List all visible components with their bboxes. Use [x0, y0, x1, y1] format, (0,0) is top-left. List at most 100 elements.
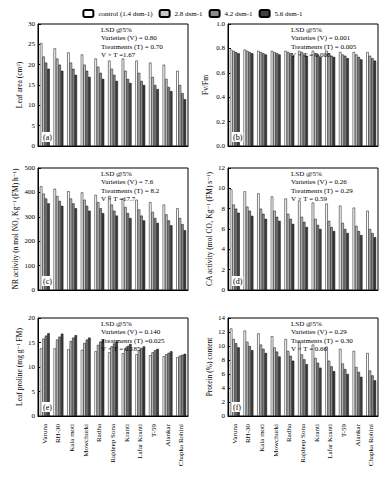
svg-text:Alankar: Alankar [354, 423, 362, 446]
svg-text:8: 8 [222, 356, 226, 364]
svg-text:V × T = 0.006: V × T = 0.006 [291, 51, 331, 59]
svg-text:Rajdeep Sona: Rajdeep Sona [109, 423, 117, 463]
svg-text:Chapka Rohini: Chapka Rohini [177, 424, 185, 466]
svg-text:Treatments (T) = 8.2: Treatments (T) = 8.2 [101, 187, 160, 195]
svg-text:Leaf area (cm²): Leaf area (cm²) [15, 61, 24, 108]
svg-text:0: 0 [222, 412, 226, 420]
svg-text:Varuna: Varuna [41, 423, 49, 444]
svg-text:0: 0 [32, 286, 36, 294]
svg-text:control (1.4 dsm-1): control (1.4 dsm-1) [98, 10, 153, 18]
svg-text:Lafar Kranti: Lafar Kranti [136, 424, 144, 459]
svg-text:NR activity (n mol NO₂ Kg⁻¹ (F: NR activity (n mol NO₂ Kg⁻¹ (FM) h⁻¹) [11, 168, 20, 290]
svg-text:V × T =17.7: V × T =17.7 [101, 195, 136, 203]
svg-text:0.8: 0.8 [216, 44, 225, 52]
svg-text:10: 10 [218, 342, 226, 350]
svg-text:5.6 dsm-1: 5.6 dsm-1 [275, 10, 304, 18]
svg-text:Treatments (T) =0.025: Treatments (T) =0.025 [101, 337, 165, 345]
svg-text:RH-30: RH-30 [54, 424, 62, 444]
svg-text:2: 2 [222, 398, 226, 406]
svg-text:0.0: 0.0 [216, 142, 225, 150]
svg-text:30: 30 [28, 20, 36, 28]
svg-text:25: 25 [28, 40, 36, 48]
svg-text:Lafar Kranti: Lafar Kranti [326, 424, 334, 459]
svg-text:(e): (e) [43, 403, 52, 412]
svg-text:1.0: 1.0 [216, 20, 225, 28]
svg-text:500: 500 [25, 164, 36, 172]
svg-text:T-59: T-59 [150, 424, 158, 437]
svg-text:Mowchurki: Mowchurki [272, 424, 280, 457]
svg-text:Kala moti: Kala moti [68, 424, 76, 452]
svg-text:LSD @5%: LSD @5% [101, 26, 132, 34]
svg-text:8: 8 [222, 205, 226, 213]
svg-text:10: 10 [28, 101, 36, 109]
svg-text:Treatments (T) = 0.29: Treatments (T) = 0.29 [291, 187, 353, 195]
svg-text:Varieties (V) = 7.6: Varieties (V) = 7.6 [101, 178, 154, 186]
svg-text:Radha: Radha [95, 423, 103, 442]
svg-text:LSD @5%: LSD @5% [101, 320, 132, 328]
svg-text:4.2 dsm-1: 4.2 dsm-1 [225, 10, 254, 18]
svg-text:200: 200 [25, 237, 36, 245]
svg-text:10: 10 [218, 184, 226, 192]
svg-text:Varieties (V) = 0.140: Varieties (V) = 0.140 [101, 328, 161, 336]
svg-text:Mowchurki: Mowchurki [82, 424, 90, 457]
svg-text:(f): (f) [233, 403, 241, 412]
svg-text:Treatments (T) = 0.70: Treatments (T) = 0.70 [101, 43, 163, 51]
svg-text:V × T = 0.66: V × T = 0.66 [291, 345, 328, 353]
svg-text:Kala moti: Kala moti [258, 424, 266, 452]
svg-text:(b): (b) [233, 133, 243, 142]
svg-text:Alankar: Alankar [164, 423, 172, 446]
svg-text:Chapka Rohini: Chapka Rohini [367, 424, 375, 466]
svg-text:Kranti: Kranti [313, 424, 321, 442]
svg-text:Varuna: Varuna [231, 423, 239, 444]
svg-text:0: 0 [32, 142, 36, 150]
svg-text:CA activity (mol CO₂ Kg⁻¹ (FM): CA activity (mol CO₂ Kg⁻¹ (FM) s⁻¹) [205, 172, 214, 286]
svg-text:Rajdeep Sona: Rajdeep Sona [299, 423, 307, 463]
svg-text:10: 10 [28, 363, 36, 371]
svg-text:T-59: T-59 [340, 424, 348, 437]
svg-text:LSD @5%: LSD @5% [291, 320, 322, 328]
svg-text:LSD @5%: LSD @5% [291, 26, 322, 34]
svg-text:0.4: 0.4 [216, 93, 225, 101]
svg-text:V × T = 0.185: V × T = 0.185 [101, 345, 141, 353]
svg-text:LSD @5%: LSD @5% [101, 170, 132, 178]
svg-text:Varieties (V) = 0.26: Varieties (V) = 0.26 [291, 178, 347, 186]
svg-text:6: 6 [222, 370, 226, 378]
svg-text:5: 5 [32, 388, 36, 396]
svg-text:V × T =1.67: V × T =1.67 [101, 51, 136, 59]
svg-text:6: 6 [222, 225, 226, 233]
svg-text:2: 2 [222, 266, 226, 274]
svg-text:Fv/Fm: Fv/Fm [201, 75, 210, 95]
svg-text:14: 14 [218, 314, 226, 322]
svg-text:12: 12 [218, 164, 226, 172]
svg-text:15: 15 [28, 81, 36, 89]
svg-text:15: 15 [28, 339, 36, 347]
svg-text:Radha: Radha [285, 423, 293, 442]
svg-text:V × T = 0.59: V × T = 0.59 [291, 195, 328, 203]
svg-text:4: 4 [222, 384, 226, 392]
svg-text:400: 400 [25, 188, 36, 196]
svg-text:(a): (a) [43, 133, 52, 142]
svg-text:Treatments (T) = 0.005: Treatments (T) = 0.005 [291, 43, 357, 51]
svg-text:Varieties (V) = 0.29: Varieties (V) = 0.29 [291, 328, 347, 336]
svg-text:(d): (d) [233, 277, 243, 286]
svg-text:2.8 dsm-1: 2.8 dsm-1 [175, 10, 204, 18]
svg-text:0.2: 0.2 [216, 118, 225, 126]
svg-text:0: 0 [222, 286, 226, 294]
svg-text:300: 300 [25, 213, 36, 221]
svg-text:LSD @5%: LSD @5% [291, 170, 322, 178]
svg-text:20: 20 [28, 61, 36, 69]
svg-text:Protein (%) content: Protein (%) content [205, 337, 214, 397]
svg-text:Kranti: Kranti [123, 424, 131, 442]
svg-text:Varieties (V) = 0.001: Varieties (V) = 0.001 [291, 34, 351, 42]
svg-text:4: 4 [222, 245, 226, 253]
svg-text:0: 0 [32, 412, 36, 420]
svg-text:0.6: 0.6 [216, 69, 225, 77]
svg-text:Treatments (T) = 0.30: Treatments (T) = 0.30 [291, 337, 353, 345]
svg-text:5: 5 [32, 122, 36, 130]
svg-text:12: 12 [218, 328, 226, 336]
svg-text:100: 100 [25, 262, 36, 270]
svg-text:20: 20 [28, 314, 36, 322]
svg-text:Varieties (V) = 0.80: Varieties (V) = 0.80 [101, 34, 157, 42]
svg-text:Leaf proline (mg g⁻¹ FM): Leaf proline (mg g⁻¹ FM) [15, 328, 24, 406]
svg-text:RH-30: RH-30 [244, 424, 252, 444]
